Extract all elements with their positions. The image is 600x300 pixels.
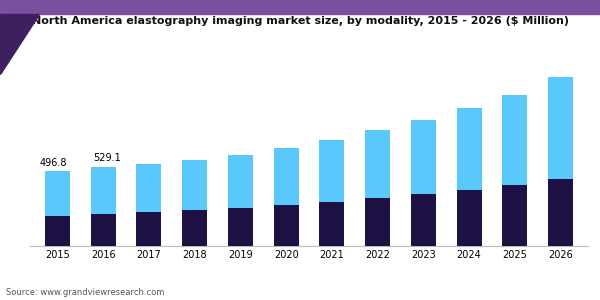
- Bar: [274, 205, 299, 246]
- Polygon shape: [0, 14, 39, 74]
- Text: 496.8: 496.8: [40, 158, 68, 168]
- Bar: [45, 216, 70, 246]
- Bar: [182, 210, 207, 246]
- Bar: [411, 120, 436, 194]
- Bar: [228, 155, 253, 208]
- Bar: [457, 108, 482, 190]
- Bar: [502, 185, 527, 246]
- Bar: [548, 77, 573, 178]
- Bar: [319, 202, 344, 246]
- Bar: [91, 167, 116, 214]
- Bar: [182, 160, 207, 210]
- Bar: [548, 178, 573, 246]
- Bar: [502, 95, 527, 185]
- Text: 529.1: 529.1: [93, 153, 121, 163]
- Text: Source: www.grandviewresearch.com: Source: www.grandviewresearch.com: [6, 288, 164, 297]
- Bar: [136, 164, 161, 212]
- Bar: [274, 148, 299, 205]
- Bar: [45, 171, 70, 216]
- Bar: [411, 194, 436, 246]
- Bar: [228, 208, 253, 246]
- Bar: [365, 130, 390, 198]
- Bar: [319, 140, 344, 202]
- Bar: [365, 198, 390, 246]
- Bar: [91, 214, 116, 246]
- Text: North America elastography imaging market size, by modality, 2015 - 2026 ($ Mill: North America elastography imaging marke…: [32, 16, 569, 26]
- Bar: [136, 212, 161, 246]
- Bar: [0, 0, 600, 14]
- Bar: [457, 190, 482, 246]
- Legend: Ultrasound, Magnetic Resonance: Ultrasound, Magnetic Resonance: [196, 298, 422, 300]
